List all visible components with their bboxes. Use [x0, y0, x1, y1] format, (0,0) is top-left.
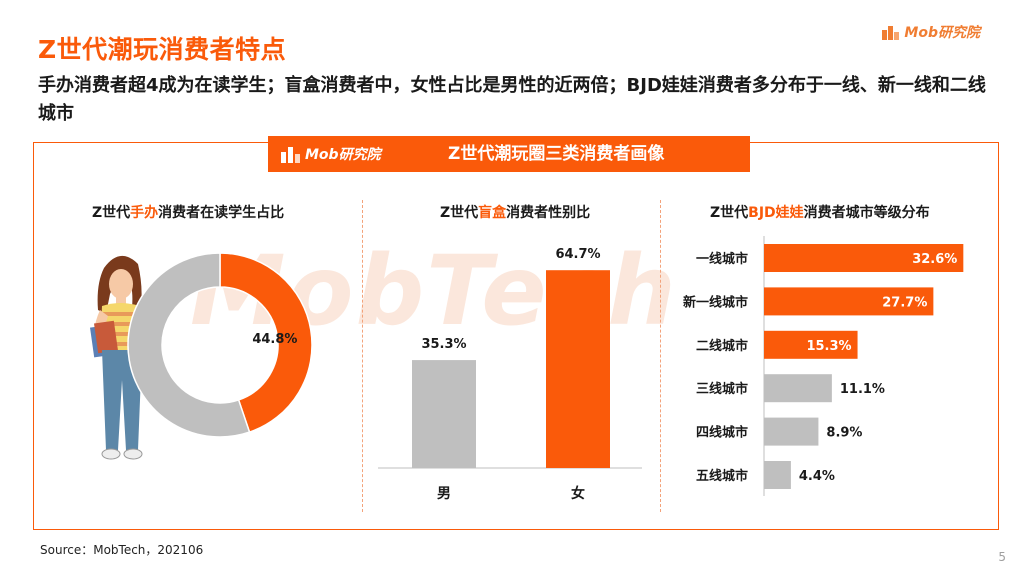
banner-logo-text: Mob研究院: [305, 147, 381, 163]
city-bar-5: [764, 461, 791, 489]
gender-bar-0: [412, 360, 476, 468]
chart-2-title: Z世代盲盒消费者性别比: [440, 205, 591, 221]
divider-1: [362, 200, 363, 512]
city-bar-4: [764, 417, 819, 446]
page-subtitle: 手办消费者超4成为在读学生；盲盒消费者中，女性占比是男性的近两倍；BJD娃娃消费…: [38, 75, 986, 124]
city-category-label-4: 四线城市: [696, 425, 748, 441]
city-value-label-2: 15.3%: [806, 339, 851, 354]
city-bar-1: [764, 287, 934, 316]
city-bar-2: [764, 330, 858, 359]
building-logo-icon: [882, 26, 900, 40]
city-value-label-4: 8.9%: [826, 426, 862, 441]
gender-bar-chart: 35.3% 男 64.7% 女: [378, 247, 642, 502]
gender-category-label-1: 女: [571, 485, 585, 502]
source-note: Source：MobTech，202106: [40, 543, 204, 557]
gender-category-label-0: 男: [437, 486, 451, 502]
banner-title: Z世代潮玩圈三类消费者画像: [448, 144, 665, 164]
city-bar-chart: 一线城市 32.6% 新一线城市 27.7% 二线城市 15.3% 三线城市 11.1% 四线城…: [683, 236, 964, 496]
logo-text: Mob研究院: [904, 25, 980, 41]
building-logo-icon: [281, 147, 300, 163]
donut-label-0: 44.8%: [252, 332, 297, 347]
city-category-label-5: 五线城市: [696, 468, 748, 484]
gender-value-label-1: 64.7%: [555, 247, 600, 262]
page-title: Z世代潮玩消费者特点: [38, 35, 287, 64]
city-bar-3: [764, 374, 832, 403]
mob-logo: Mob研究院: [881, 22, 980, 42]
panel-banner: Mob研究院 Z世代潮玩圈三类消费者画像: [268, 136, 750, 172]
page-number: 5: [998, 550, 1006, 564]
chart-3-title: Z世代BJD娃娃消费者城市等级分布: [710, 205, 930, 221]
chart-1-title: Z世代手办消费者在读学生占比: [92, 205, 285, 221]
city-category-label-0: 一线城市: [696, 251, 748, 267]
city-bar-0: [764, 244, 964, 272]
city-value-label-5: 4.4%: [799, 469, 835, 484]
city-value-label-1: 27.7%: [882, 295, 927, 310]
donut-chart: 44.8%: [127, 252, 313, 438]
gender-value-label-0: 35.3%: [421, 337, 466, 352]
city-value-label-0: 32.6%: [912, 252, 957, 267]
city-value-label-3: 11.1%: [840, 382, 885, 397]
donut-slice-0: [219, 252, 313, 434]
banner-logo: Mob研究院: [280, 144, 381, 164]
donut-slice-1: [127, 252, 251, 438]
city-category-label-3: 三线城市: [696, 381, 748, 397]
city-category-label-2: 二线城市: [696, 338, 748, 354]
city-category-label-1: 新一线城市: [683, 294, 748, 310]
gender-bar-1: [546, 270, 610, 468]
divider-2: [660, 200, 661, 512]
